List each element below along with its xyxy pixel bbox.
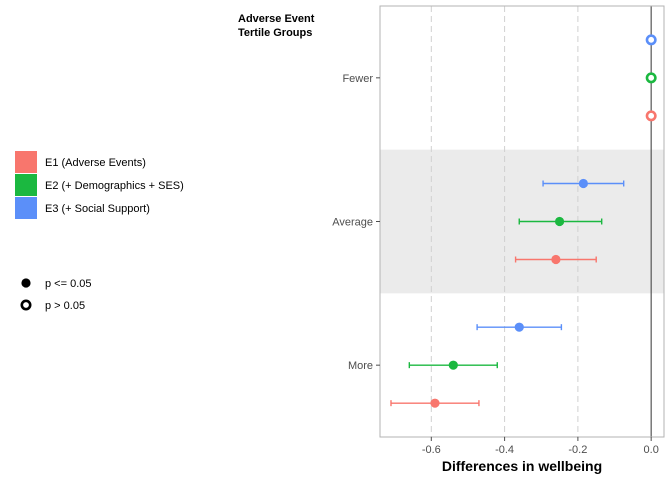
data-marks: [390, 34, 657, 408]
estimate-point-significant: [551, 254, 561, 265]
legend-significance-label: p > 0.05: [45, 300, 85, 312]
legend-label: E3 (+ Social Support): [45, 203, 150, 215]
legend-label: E1 (Adverse Events): [45, 157, 146, 169]
estimate-point-nonsignificant: [645, 72, 657, 84]
y-tick-label: Fewer: [342, 73, 373, 85]
legend-label: E2 (+ Demographics + SES): [45, 180, 184, 192]
estimate-point-significant: [578, 178, 588, 189]
x-tick-label: -0.6: [422, 444, 441, 456]
legend-significance-label: p <= 0.05: [45, 278, 92, 290]
estimate-point-significant: [514, 322, 524, 332]
legend-swatch: [15, 197, 37, 219]
y-tick-label: Average: [332, 217, 373, 229]
axes: -0.6 -0.4 -0.2 0.0 Fewer Average More: [332, 5, 665, 456]
estimate-point-nonsignificant: [645, 110, 657, 122]
legend: Adverse Event Tertile Groups E1 (Adverse E…: [15, 13, 315, 312]
y-tick-label: More: [348, 360, 373, 372]
x-tick-label: -0.4: [495, 444, 514, 456]
estimate-point-significant: [430, 398, 440, 408]
legend-marker-filled: [21, 278, 31, 288]
x-tick-label: -0.2: [568, 444, 587, 456]
estimate-point-nonsignificant: [645, 34, 657, 46]
estimate-point-significant: [554, 216, 565, 227]
legend-title: Adverse Event Tertile Groups: [238, 13, 315, 39]
x-axis-title: Differences in wellbeing: [442, 458, 602, 474]
legend-marker-hollow: [20, 299, 32, 311]
legend-swatch: [15, 174, 37, 196]
x-tick-label: 0.0: [644, 444, 659, 456]
estimate-point-significant: [448, 360, 458, 370]
legend-swatch: [15, 151, 37, 173]
